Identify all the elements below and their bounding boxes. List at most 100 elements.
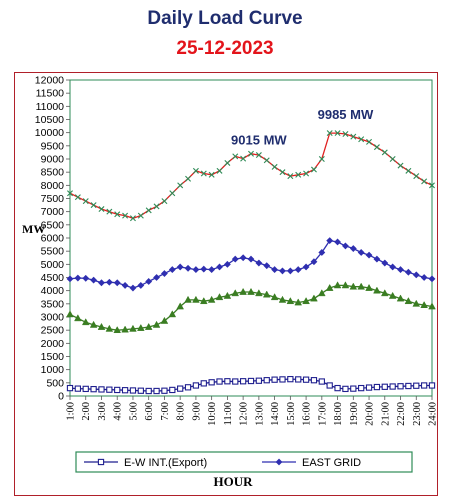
data-point-s2 (294, 298, 303, 306)
data-point-s2 (223, 291, 232, 299)
x-tick-label: 7:00 (160, 402, 171, 421)
data-point-s1 (231, 255, 239, 263)
data-point-s0 (310, 377, 318, 384)
y-tick-label: 1500 (41, 351, 65, 363)
data-point-s3 (248, 150, 254, 157)
data-point-s1 (121, 281, 129, 289)
data-point-s1 (349, 245, 357, 252)
data-point-s1 (176, 263, 184, 271)
data-point-s2 (310, 294, 318, 302)
x-tick-label: 19:00 (349, 402, 360, 426)
data-point-s1 (200, 265, 208, 273)
data-point-s2 (129, 324, 137, 332)
data-point-s1 (105, 278, 113, 286)
data-point-s1 (428, 275, 436, 283)
data-point-s3 (74, 194, 81, 201)
data-point-s1 (168, 266, 176, 274)
data-point-s3 (82, 198, 89, 205)
data-point-s0 (373, 383, 381, 391)
data-point-s1 (389, 263, 397, 271)
legend-marker (97, 458, 105, 466)
data-point-s3 (405, 167, 412, 174)
data-point-s0 (82, 385, 89, 393)
y-tick-label: 11500 (36, 88, 65, 100)
data-point-s0 (74, 385, 82, 392)
data-point-s0 (271, 376, 278, 383)
data-point-s0 (98, 386, 105, 393)
data-point-s2 (412, 299, 421, 307)
data-point-s0 (334, 384, 341, 392)
data-point-s2 (121, 325, 129, 333)
x-tick-label: 23:00 (412, 402, 423, 426)
data-point-s1 (263, 262, 271, 270)
data-point-s2 (74, 314, 82, 322)
y-tick-label: 4000 (41, 285, 65, 297)
x-tick-label: 6:00 (144, 402, 155, 421)
series-line-1 (69, 239, 433, 289)
data-point-s2 (333, 281, 342, 289)
data-point-s3 (177, 182, 184, 189)
data-point-s3 (389, 156, 396, 162)
data-point-s0 (389, 383, 396, 390)
data-point-s0 (428, 382, 436, 389)
x-tick-label: 17:00 (317, 402, 328, 426)
x-tick-label: 10:00 (207, 402, 218, 426)
data-point-s0 (200, 380, 207, 387)
data-point-s2 (302, 297, 310, 305)
data-point-s3 (122, 212, 129, 219)
data-point-s0 (216, 378, 223, 385)
data-point-s3 (240, 155, 247, 162)
y-tick-label: 9000 (41, 154, 65, 166)
chart-frame (14, 72, 438, 496)
data-point-s3 (67, 190, 73, 197)
data-point-s2 (318, 289, 326, 297)
data-point-s1 (66, 275, 74, 283)
data-point-s0 (263, 377, 270, 384)
data-point-s2 (404, 297, 413, 305)
data-point-s1 (184, 264, 192, 272)
data-point-s1 (404, 268, 412, 276)
x-tick-label: 8:00 (176, 402, 187, 421)
y-tick-label: 8000 (41, 180, 65, 192)
data-point-s1 (137, 281, 145, 289)
data-point-s3 (90, 202, 97, 209)
data-point-s3 (279, 169, 286, 176)
x-tick-label: 3:00 (97, 402, 108, 421)
data-point-s3 (326, 130, 333, 137)
data-point-s1 (255, 259, 263, 267)
data-point-s3 (153, 203, 160, 210)
data-point-s0 (295, 376, 302, 383)
data-point-s0 (365, 384, 373, 391)
y-tick-label: 0 (58, 391, 64, 403)
data-point-s1 (412, 271, 420, 279)
data-point-s1 (310, 258, 318, 266)
data-point-s3 (145, 207, 152, 214)
y-tick-label: 3000 (41, 312, 65, 324)
data-point-s1 (247, 255, 255, 263)
peak-annotation: 9015 MW (231, 133, 287, 148)
data-point-s0 (239, 378, 247, 385)
data-point-s1 (279, 267, 286, 275)
data-point-s1 (208, 266, 216, 274)
data-point-s1 (129, 284, 137, 292)
y-tick-label: 7500 (41, 193, 65, 205)
data-point-s2 (262, 290, 271, 298)
data-point-s2 (176, 302, 184, 310)
x-tick-label: 5:00 (128, 402, 139, 421)
x-tick-label: 16:00 (302, 402, 313, 426)
x-tick-label: 1:00 (66, 402, 77, 421)
data-point-s0 (413, 382, 420, 389)
x-tick-label: 13:00 (254, 402, 265, 426)
data-point-s3 (232, 153, 239, 160)
data-point-s1 (286, 267, 294, 275)
data-point-s2 (255, 289, 263, 297)
x-tick-label: 21:00 (380, 402, 391, 426)
data-point-s1 (113, 279, 121, 287)
data-point-s3 (342, 130, 349, 137)
data-point-s3 (295, 171, 302, 178)
data-point-s1 (318, 249, 326, 256)
data-point-s0 (420, 382, 428, 389)
x-tick-label: 9:00 (191, 402, 202, 421)
data-point-s3 (397, 162, 404, 169)
